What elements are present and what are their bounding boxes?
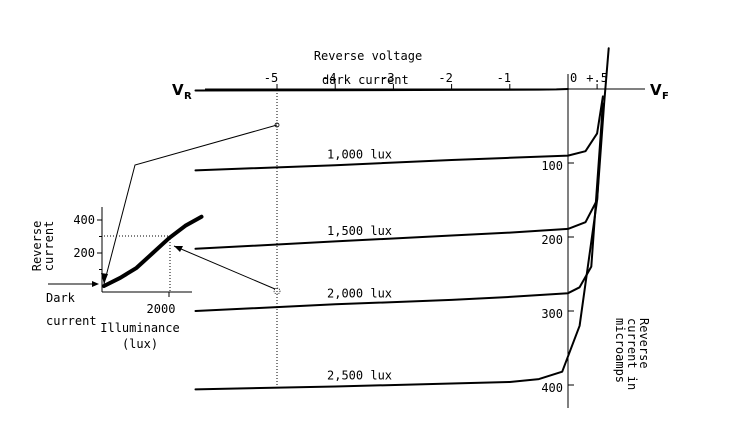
right-y-label: Reverse current in microamps [613, 318, 651, 390]
callout-line-upper [103, 124, 278, 285]
dark-current-arrowhead [92, 281, 99, 287]
inset-y-label-line-1: Reverse [30, 221, 44, 272]
top-axis-label: Reverse voltage [314, 49, 422, 63]
x-tick-label-4: -4 [322, 71, 336, 85]
x-ticks: -5 -4 -3 -2 -1 0 +.5 [264, 71, 608, 89]
inset-y-tick-label-200: 200 [73, 246, 95, 260]
series-line-1-000-lux [194, 95, 604, 172]
series-line-dark-current [194, 88, 569, 92]
right-axis-label: V [650, 81, 662, 99]
x-tick-label-3: -3 [380, 71, 394, 85]
inset-x-label-2: (lux) [122, 337, 158, 351]
series-line-2-500-lux [194, 47, 610, 391]
series-lines [194, 47, 610, 391]
x-tick-label-2: -2 [438, 71, 452, 85]
series-label-2-500-lux: 2,500 lux [327, 369, 392, 383]
right-axis-sub: F [662, 91, 669, 102]
x-tick-label-1: -1 [497, 71, 511, 85]
x-tick-label-5: -5 [264, 71, 278, 85]
inset-y-tick-label-400: 400 [73, 213, 95, 227]
inset-origin-label-1: Dark [46, 291, 76, 305]
series-line-2-000-lux [194, 102, 604, 312]
y-ticks: 100 200 300 400 [541, 159, 574, 395]
y-label-line-2: current in [625, 318, 639, 390]
series-line-1-500-lux [194, 102, 604, 250]
marker-dark-current [274, 122, 280, 128]
y-tick-label-400: 400 [541, 381, 563, 395]
series-label-1-000-lux: 1,000 lux [327, 148, 392, 162]
inset-y-label-line-2: current [42, 221, 56, 272]
y-tick-label-100: 100 [541, 159, 563, 173]
y-label-line-1: Reverse [637, 318, 651, 369]
marker-2000-lux [273, 287, 281, 295]
left-axis-label: V [172, 81, 184, 99]
series-labels: dark current 1,000 lux 1,500 lux 2,000 lux 2… [322, 73, 409, 382]
series-label-1-500-lux: 1,500 lux [327, 224, 392, 238]
left-axis-sub: R [184, 91, 192, 102]
inset-ticks: 200 400 2000 [73, 213, 175, 316]
y-tick-label-200: 200 [541, 233, 563, 247]
inset-x-label-1: Illuminance [100, 321, 179, 335]
inset-x-tick-label-2000: 2000 [147, 302, 176, 316]
callout-line-lower [173, 245, 276, 290]
x-tick-label-5: +.5 [586, 71, 608, 85]
x-tick-label-0: 0 [570, 71, 577, 85]
inset-origin-label-2: current [46, 314, 97, 328]
series-label-2-000-lux: 2,000 lux [327, 287, 392, 301]
callout-arrows [101, 124, 278, 290]
arrowhead-lower [174, 246, 183, 252]
y-label-line-3: microamps [613, 318, 627, 383]
series-label-dark-current: dark current [322, 73, 409, 87]
arrowhead-upper [101, 273, 108, 284]
inset-y-label: Reverse current [30, 221, 56, 272]
y-tick-label-300: 300 [541, 307, 563, 321]
main-chart: Reverse voltage V R V F -5 -4 -3 -2 -1 0 +.5 1… [172, 47, 669, 408]
inset-curve [102, 214, 204, 288]
inset-series-line [102, 214, 204, 288]
